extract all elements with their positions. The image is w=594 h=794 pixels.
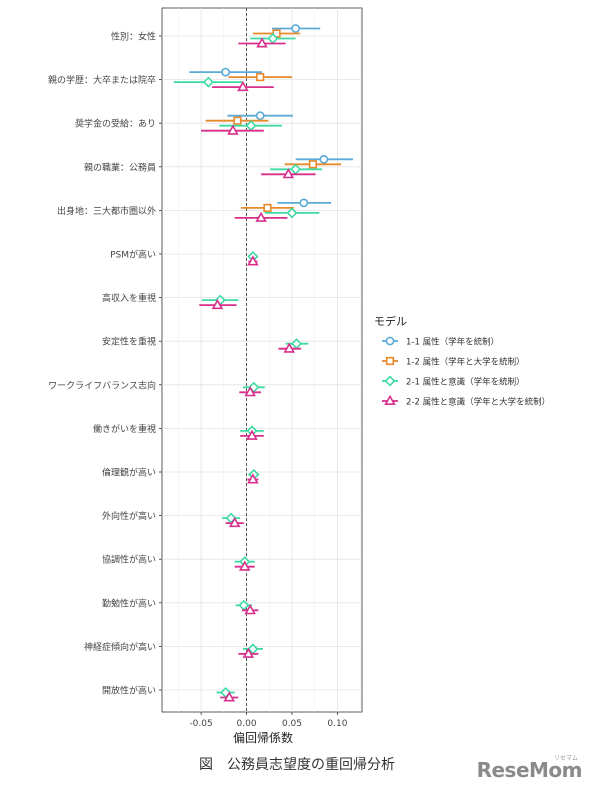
estimate-point	[228, 516, 241, 528]
watermark-subtext: リセマム	[553, 755, 578, 762]
estimate-point	[211, 298, 224, 310]
y-tick-label: 奨学金の受給：あり	[75, 118, 156, 130]
estimate-point	[242, 647, 255, 658]
y-tick-label: 倫理観が高い	[102, 467, 156, 479]
y-tick-label: 神経症傾向が高い	[84, 641, 156, 653]
legend-key-marker	[385, 356, 395, 366]
estimate-point	[223, 691, 236, 702]
y-tick-label: 高収入を重視	[102, 292, 156, 304]
estimate-point	[286, 207, 298, 219]
estimate-point	[247, 255, 259, 266]
x-axis-label: 偏回帰係数	[233, 730, 293, 745]
estimate-point	[308, 160, 318, 169]
legend-key-marker	[384, 394, 396, 406]
y-tick-label: 協調性が高い	[102, 554, 156, 566]
x-tick-label: 0.05	[282, 719, 302, 729]
x-tick-label: -0.05	[189, 719, 212, 729]
y-tick-label: 性別：女性	[111, 31, 156, 43]
y-tick-label: 親の学歴：大卒または院卒	[48, 74, 156, 86]
estimate-point	[299, 198, 309, 208]
estimate-point	[256, 73, 265, 82]
y-tick-label: ワークライフバランス志向	[48, 379, 156, 391]
legend-entry-label: 2-2 属性と意識（学年と大学を統制）	[406, 397, 550, 408]
estimate-point	[244, 604, 256, 615]
estimate-point	[255, 111, 265, 121]
figure-caption: 図 公務員志望度の重回帰分析	[199, 757, 395, 773]
y-tick-label: PSMが高い	[110, 249, 156, 261]
estimate-point	[291, 24, 301, 33]
x-axis-tick-labels: -0.05 0.00 0.05 0.10	[189, 712, 348, 729]
y-axis-tick-labels: 性別：女性親の学歴：大卒または院卒奨学金の受給：あり親の職業：公務員出身地：三大…	[48, 31, 162, 697]
estimate-point	[202, 76, 214, 88]
data-marks	[173, 24, 353, 702]
estimate-point	[282, 168, 295, 179]
estimate-point	[227, 124, 239, 135]
y-tick-label: 働きがいを重視	[93, 423, 156, 435]
y-tick-label: 開放性が高い	[102, 685, 156, 697]
estimate-point	[246, 429, 258, 440]
x-tick-label: 0.00	[237, 719, 257, 729]
legend-entry-label: 1-2 属性（学年と大学を統制）	[406, 357, 525, 368]
x-tick-label: 0.10	[327, 719, 347, 729]
estimate-point	[221, 67, 231, 77]
estimate-point	[256, 37, 268, 48]
series-4	[199, 37, 316, 702]
y-tick-label: 出身地：三大都市圏以外	[57, 205, 156, 217]
estimate-point	[283, 342, 296, 353]
legend-title: モデル	[374, 314, 407, 328]
estimate-point	[237, 80, 249, 92]
estimate-point	[255, 211, 267, 222]
series-1	[189, 24, 353, 208]
series-2	[205, 29, 342, 213]
grid-lines	[162, 8, 362, 712]
estimate-point	[233, 116, 242, 125]
y-tick-label: 外向性が高い	[102, 510, 156, 522]
watermark-logo: ReseMom	[476, 758, 583, 782]
estimate-point	[247, 473, 259, 484]
legend-key-marker	[384, 375, 396, 387]
estimate-point	[238, 560, 251, 571]
estimate-point	[319, 154, 329, 164]
legend-entry-label: 1-1 属性（学年を統制）	[406, 337, 499, 348]
legend-key-marker	[385, 336, 395, 346]
legend: モデル 1-1 属性（学年を統制） 1-2 属性（学年と大学を統制） 2-1 属性と意…	[374, 314, 550, 408]
estimate-point	[263, 203, 272, 213]
y-tick-label: 勤勉性が高い	[102, 597, 156, 609]
y-tick-label: 安定性を重視	[102, 336, 156, 348]
estimate-point	[244, 386, 256, 397]
y-tick-label: 親の職業：公務員	[84, 161, 156, 173]
legend-entry-label: 2-1 属性と意識（学年を統制）	[406, 377, 525, 388]
